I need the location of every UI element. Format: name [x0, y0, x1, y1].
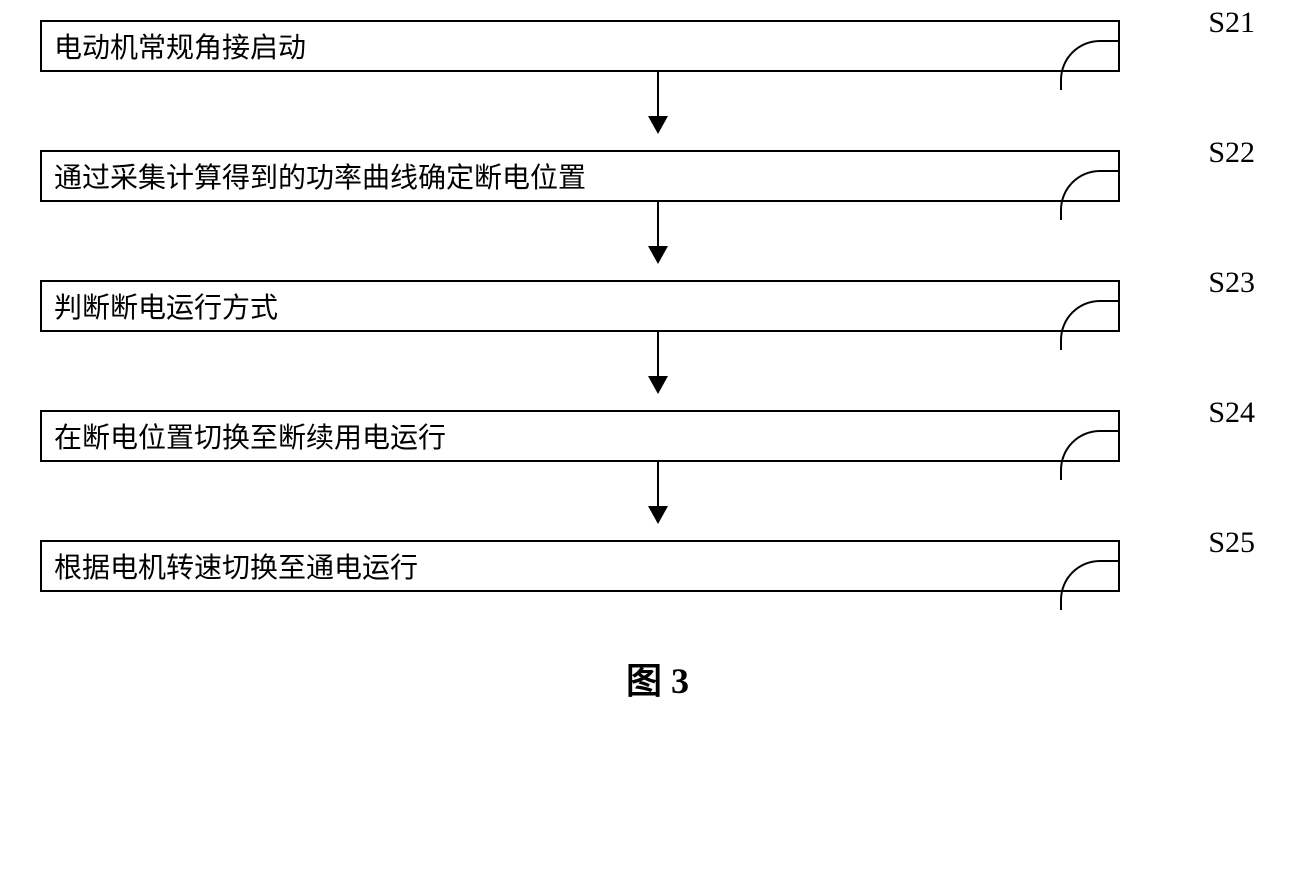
arrow-1	[657, 72, 659, 132]
step-row-2: 通过采集计算得到的功率曲线确定断电位置 S22	[40, 150, 1275, 202]
step-row-4: 在断电位置切换至断续用电运行 S24	[40, 410, 1275, 462]
step-label-1: S21	[1208, 6, 1255, 40]
step-text-2: 通过采集计算得到的功率曲线确定断电位置	[54, 156, 586, 196]
step-text-1: 电动机常规角接启动	[54, 26, 306, 66]
step-label-5: S25	[1208, 526, 1255, 560]
step-box-1: 电动机常规角接启动	[40, 20, 1120, 72]
step-box-4: 在断电位置切换至断续用电运行	[40, 410, 1120, 462]
flowchart-container: 电动机常规角接启动 S21 通过采集计算得到的功率曲线确定断电位置 S22 判断…	[40, 20, 1275, 704]
step-box-2: 通过采集计算得到的功率曲线确定断电位置	[40, 150, 1120, 202]
step-row-5: 根据电机转速切换至通电运行 S25	[40, 540, 1275, 592]
figure-label: 图 3	[118, 652, 1198, 704]
arrow-2	[657, 202, 659, 262]
step-box-5: 根据电机转速切换至通电运行	[40, 540, 1120, 592]
step-box-3: 判断断电运行方式	[40, 280, 1120, 332]
step-text-4: 在断电位置切换至断续用电运行	[54, 416, 446, 456]
step-label-2: S22	[1208, 136, 1255, 170]
arrow-container-3	[118, 332, 1198, 410]
step-row-1: 电动机常规角接启动 S21	[40, 20, 1275, 72]
step-label-4: S24	[1208, 396, 1255, 430]
step-text-3: 判断断电运行方式	[54, 286, 278, 326]
step-label-3: S23	[1208, 266, 1255, 300]
arrow-container-1	[118, 72, 1198, 150]
step-row-3: 判断断电运行方式 S23	[40, 280, 1275, 332]
arrow-4	[657, 462, 659, 522]
arrow-container-4	[118, 462, 1198, 540]
step-text-5: 根据电机转速切换至通电运行	[54, 546, 418, 586]
arrow-3	[657, 332, 659, 392]
arrow-container-2	[118, 202, 1198, 280]
